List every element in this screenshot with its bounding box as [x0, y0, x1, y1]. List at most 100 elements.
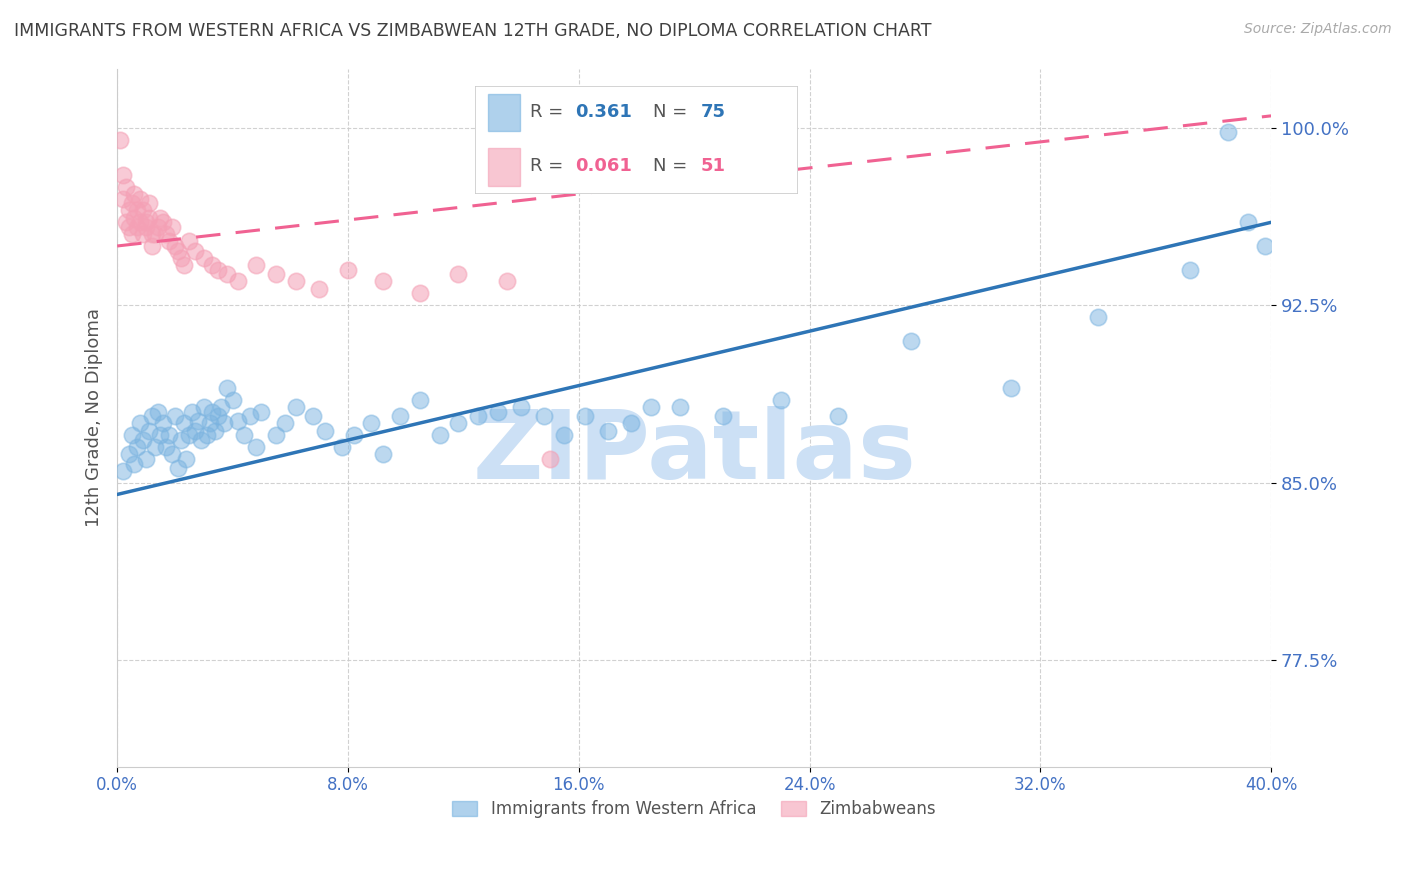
Point	[118, 203, 141, 218]
Point	[233, 428, 256, 442]
Point	[388, 409, 411, 424]
Point	[181, 404, 204, 418]
Point	[149, 211, 172, 225]
Point	[141, 227, 163, 242]
Point	[285, 275, 308, 289]
Point	[228, 275, 250, 289]
Point	[163, 409, 186, 424]
Point	[250, 404, 273, 418]
Point	[273, 417, 295, 431]
Point	[135, 452, 157, 467]
Point	[179, 428, 201, 442]
Point	[533, 409, 555, 424]
Point	[308, 282, 330, 296]
Point	[330, 440, 353, 454]
Point	[132, 203, 155, 218]
Point	[314, 424, 336, 438]
Point	[115, 179, 138, 194]
Point	[467, 409, 489, 424]
Point	[769, 392, 792, 407]
Point	[207, 409, 229, 424]
Point	[129, 192, 152, 206]
Point	[201, 258, 224, 272]
Point	[215, 381, 238, 395]
Point	[127, 203, 149, 218]
Point	[538, 452, 561, 467]
Point	[187, 414, 209, 428]
Point	[121, 196, 143, 211]
Point	[146, 404, 169, 418]
Point	[360, 417, 382, 431]
Point	[495, 275, 517, 289]
Point	[141, 409, 163, 424]
Point	[179, 234, 201, 248]
Point	[193, 251, 215, 265]
Point	[1216, 125, 1239, 139]
Point	[264, 428, 287, 442]
Point	[157, 234, 180, 248]
Point	[486, 404, 509, 418]
Point	[166, 244, 188, 258]
Point	[111, 464, 134, 478]
Point	[129, 215, 152, 229]
Point	[132, 227, 155, 242]
Point	[160, 447, 183, 461]
Point	[228, 414, 250, 428]
Point	[668, 400, 690, 414]
Point	[127, 220, 149, 235]
Point	[124, 211, 146, 225]
Point	[245, 258, 267, 272]
Legend: Immigrants from Western Africa, Zimbabweans: Immigrants from Western Africa, Zimbabwe…	[446, 793, 942, 824]
Point	[446, 268, 468, 282]
Point	[184, 244, 207, 258]
Text: Source: ZipAtlas.com: Source: ZipAtlas.com	[1244, 22, 1392, 37]
Point	[155, 440, 177, 454]
Point	[166, 461, 188, 475]
Point	[207, 262, 229, 277]
Point	[121, 428, 143, 442]
Point	[124, 457, 146, 471]
Point	[1254, 239, 1277, 253]
Point	[108, 132, 131, 146]
Point	[574, 409, 596, 424]
Point	[173, 258, 195, 272]
Point	[596, 424, 619, 438]
Point	[198, 417, 221, 431]
Point	[221, 392, 243, 407]
Point	[209, 400, 232, 414]
Point	[371, 447, 394, 461]
Point	[900, 334, 922, 348]
Point	[146, 220, 169, 235]
Point	[129, 417, 152, 431]
Point	[553, 428, 575, 442]
Point	[195, 428, 218, 442]
Point	[212, 417, 235, 431]
Point	[152, 417, 174, 431]
Point	[143, 440, 166, 454]
Point	[446, 417, 468, 431]
Point	[173, 417, 195, 431]
Point	[204, 424, 226, 438]
Point	[409, 286, 432, 301]
Point	[111, 192, 134, 206]
Point	[127, 440, 149, 454]
Point	[239, 409, 262, 424]
Point	[371, 275, 394, 289]
Point	[118, 447, 141, 461]
Point	[1087, 310, 1109, 324]
Point	[510, 400, 533, 414]
Point	[141, 239, 163, 253]
Point	[409, 392, 432, 407]
Point	[111, 168, 134, 182]
Point	[149, 428, 172, 442]
Text: ZIPatlas: ZIPatlas	[472, 406, 917, 499]
Point	[169, 433, 191, 447]
Point	[176, 452, 198, 467]
Point	[429, 428, 451, 442]
Point	[160, 220, 183, 235]
Text: IMMIGRANTS FROM WESTERN AFRICA VS ZIMBABWEAN 12TH GRADE, NO DIPLOMA CORRELATION : IMMIGRANTS FROM WESTERN AFRICA VS ZIMBAB…	[14, 22, 932, 40]
Point	[169, 251, 191, 265]
Point	[132, 433, 155, 447]
Point	[124, 186, 146, 201]
Point	[163, 239, 186, 253]
